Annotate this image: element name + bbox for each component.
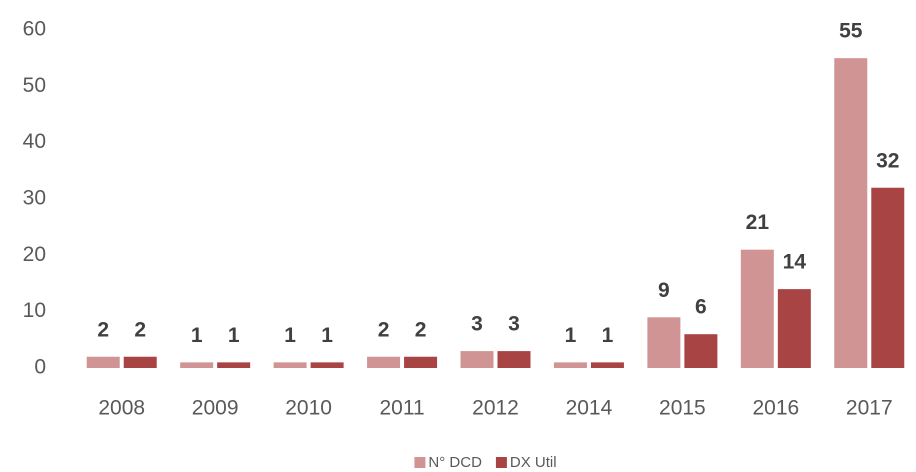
legend: N° DCD DX Util	[414, 454, 557, 471]
y-tick-label: 50	[23, 74, 46, 97]
bar	[217, 362, 251, 368]
bar	[460, 351, 494, 368]
x-tick-label: 2014	[566, 397, 613, 420]
data-label: 14	[783, 251, 807, 274]
y-tick-label: 30	[23, 187, 46, 210]
data-label: 32	[876, 149, 899, 172]
bar	[684, 334, 718, 368]
bar	[310, 362, 344, 368]
y-tick-label: 20	[23, 243, 46, 266]
bar	[404, 356, 438, 368]
data-label: 1	[284, 324, 296, 347]
x-tick-label: 2016	[752, 397, 799, 420]
data-label: 1	[321, 324, 333, 347]
y-tick-label: 0	[34, 356, 46, 379]
x-tick-label: 2009	[192, 397, 239, 420]
bar	[553, 362, 587, 368]
data-label: 1	[228, 324, 240, 347]
data-label: 2	[378, 318, 390, 341]
bar	[273, 362, 307, 368]
bar	[180, 362, 214, 368]
y-tick-label: 60	[23, 18, 46, 41]
legend-label: N° DCD	[428, 454, 482, 471]
legend-label: DX Util	[510, 454, 557, 471]
x-tick-label: 2008	[98, 397, 145, 420]
data-label: 1	[602, 324, 614, 347]
data-label: 2	[97, 318, 109, 341]
legend-swatch	[495, 457, 507, 468]
x-tick-label: 2017	[846, 397, 893, 420]
x-tick-label: 2012	[472, 397, 519, 420]
bar	[777, 289, 811, 368]
y-tick-label: 10	[23, 299, 46, 322]
bar	[871, 187, 905, 368]
data-label: 55	[839, 20, 863, 43]
bar	[834, 58, 868, 369]
bar	[497, 351, 531, 368]
data-label: 2	[415, 318, 427, 341]
bar	[367, 356, 401, 368]
y-tick-label: 40	[23, 130, 46, 153]
x-tick-label: 2015	[659, 397, 706, 420]
x-tick-label: 2011	[379, 397, 424, 420]
data-label: 1	[191, 324, 203, 347]
x-tick-label: 2010	[285, 397, 332, 420]
bar	[123, 356, 157, 368]
bar	[590, 362, 624, 368]
legend-swatch	[414, 457, 426, 468]
bar	[647, 317, 681, 368]
data-label: 1	[565, 324, 577, 347]
data-label: 6	[695, 296, 707, 319]
data-label: 3	[471, 313, 483, 336]
data-label: 3	[508, 313, 520, 336]
bar	[740, 249, 774, 368]
data-label: 9	[658, 279, 670, 302]
data-label: 21	[746, 211, 770, 234]
data-label: 2	[134, 318, 146, 341]
bar	[86, 356, 120, 368]
